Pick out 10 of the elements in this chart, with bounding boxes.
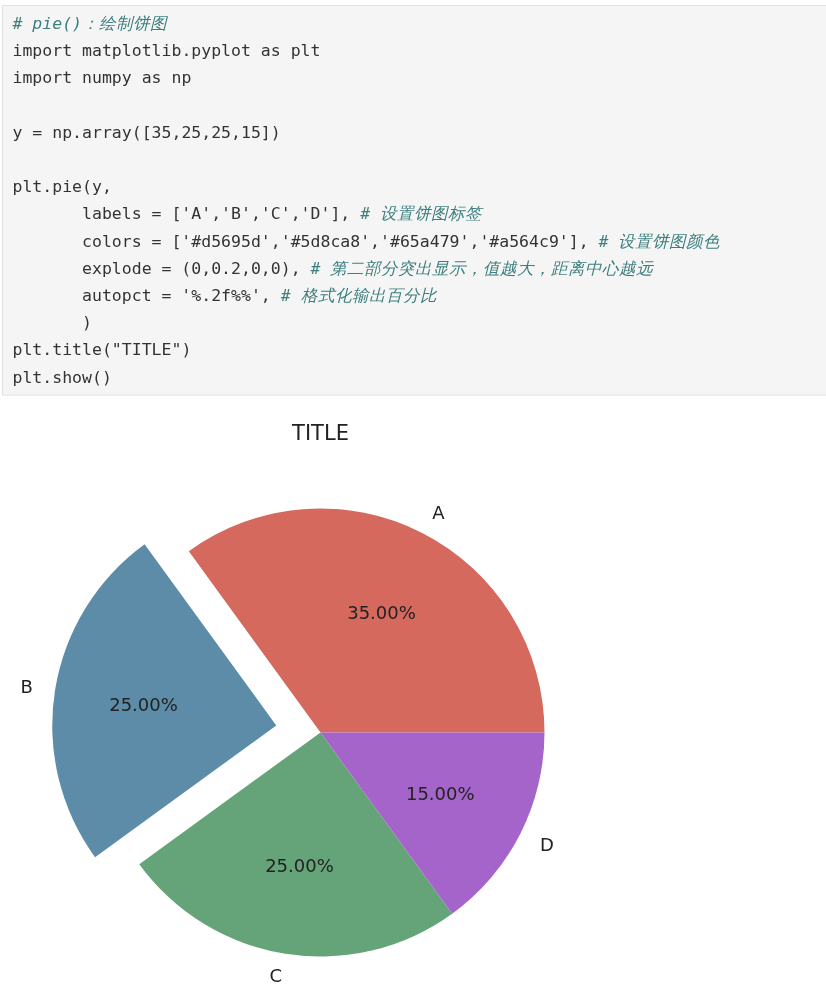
slice-label: C — [269, 965, 282, 987]
slice-label: B — [20, 676, 33, 698]
data-label: 25.00% — [109, 693, 178, 715]
slice-label: A — [432, 502, 446, 524]
chart-title: TITLE — [291, 420, 349, 445]
text: # pie()：绘制饼图 import matplotlib.pyplot as plt import numpy as np y = np.array([35,25,25,15]) plt.pie(y, labels = ['A','B','C','D'], # 设置饼图标签 colors = ['#d5695d','#5d8ca8','#65a479','#a564c9'], # 设置饼图颜色 explode = (0,0.2,0,0), # 第二部分突出显示，值越大，距离中心越远 autopct = '%.2f%%', # 格式化输出百分比 ) plt.title("TITLE") plt.show() — [12, 14, 721, 387]
slice-label: D — [540, 833, 554, 855]
data-label: 25.00% — [265, 854, 334, 876]
data-label: 15.00% — [405, 783, 475, 805]
data-label: 35.00% — [347, 602, 416, 624]
